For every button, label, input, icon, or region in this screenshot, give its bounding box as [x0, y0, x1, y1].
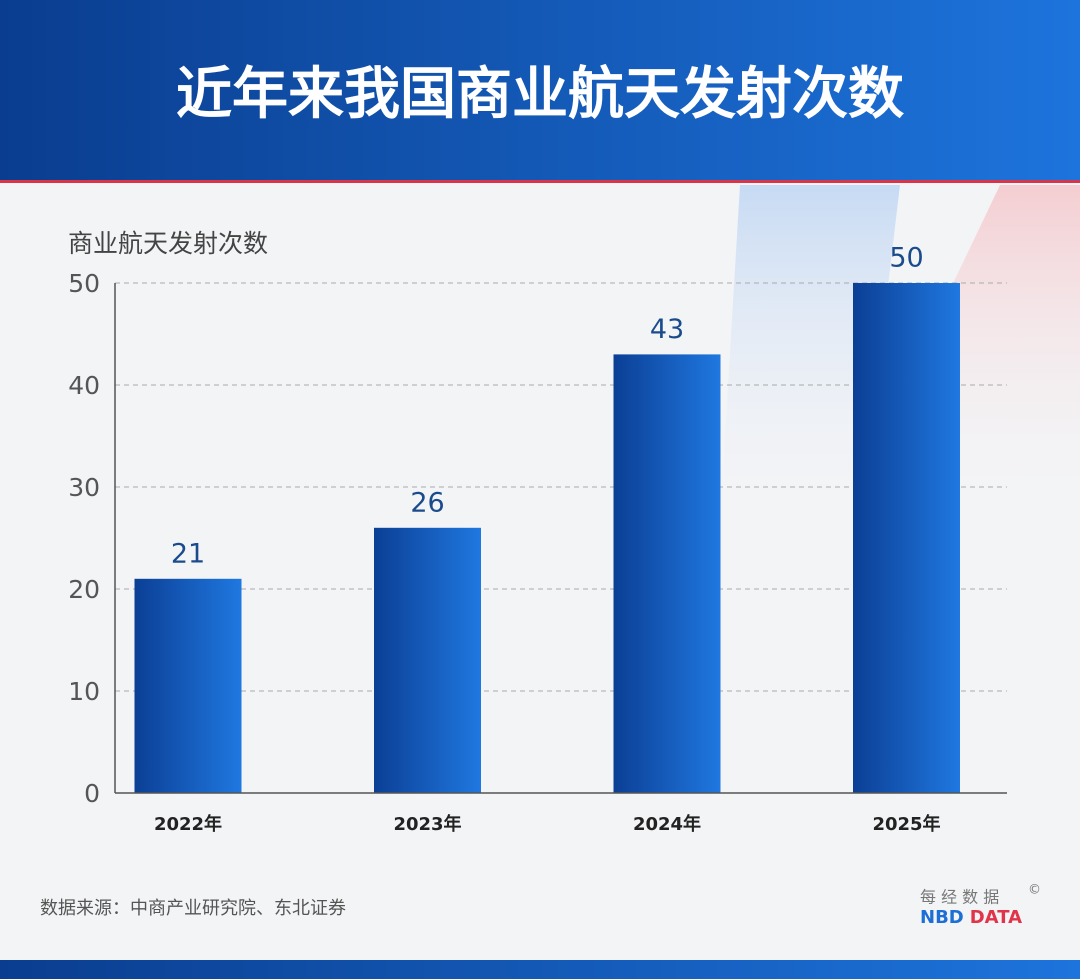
bar — [374, 527, 481, 793]
bar — [613, 354, 721, 793]
footer-band — [0, 960, 1080, 979]
value-label: 26 — [410, 487, 444, 518]
x-tick-label: 2025年 — [872, 813, 940, 835]
header-rule — [0, 180, 1080, 183]
chart-title: 近年来我国商业航天发射次数 — [176, 62, 904, 127]
value-label: 21 — [171, 538, 205, 569]
y-tick-label: 50 — [68, 269, 100, 298]
logo-mark: © — [1028, 883, 1041, 898]
value-label: 43 — [650, 314, 684, 345]
logo-data: DATA — [970, 907, 1022, 928]
source: 数据来源：中商产业研究院、东北证券 — [40, 898, 346, 919]
logo-top: 每 经 数 据 — [920, 888, 999, 907]
y-tick-label: 0 — [84, 779, 100, 808]
logo-text: NBD DATA — [920, 907, 1022, 928]
x-tick-label: 2022年 — [154, 813, 222, 835]
value-label: 50 — [889, 243, 923, 274]
y-axis-label: 商业航天发射次数 — [68, 229, 268, 258]
y-tick-label: 10 — [68, 677, 100, 706]
x-tick-label: 2024年 — [633, 813, 701, 835]
bar — [134, 578, 242, 793]
bar — [853, 283, 960, 793]
y-tick-label: 20 — [68, 575, 100, 604]
header-band — [0, 0, 1080, 181]
logo-nbd: NBD — [920, 907, 964, 928]
y-tick-label: 40 — [68, 371, 100, 400]
y-tick-label: 30 — [68, 473, 100, 502]
x-tick-label: 2023年 — [393, 813, 461, 835]
